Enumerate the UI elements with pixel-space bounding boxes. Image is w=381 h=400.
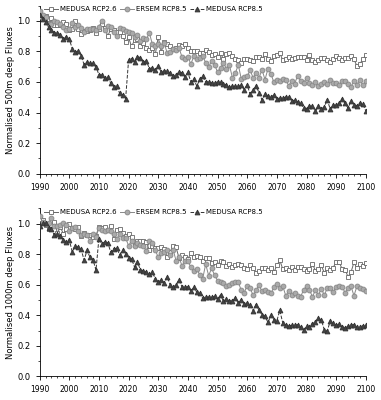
Y-axis label: Normalised 1000m deep Fluxes: Normalised 1000m deep Fluxes bbox=[6, 226, 14, 359]
Legend: MEDUSA RCP2.6, ERSEM RCP8.5, MEDUSA RCP8.5: MEDUSA RCP2.6, ERSEM RCP8.5, MEDUSA RCP8… bbox=[43, 208, 263, 216]
Y-axis label: Normalised 500m deep Fluxes: Normalised 500m deep Fluxes bbox=[6, 26, 14, 154]
Legend: MEDUSA RCP2.6, ERSEM RCP8.5, MEDUSA RCP8.5: MEDUSA RCP2.6, ERSEM RCP8.5, MEDUSA RCP8… bbox=[43, 6, 263, 13]
